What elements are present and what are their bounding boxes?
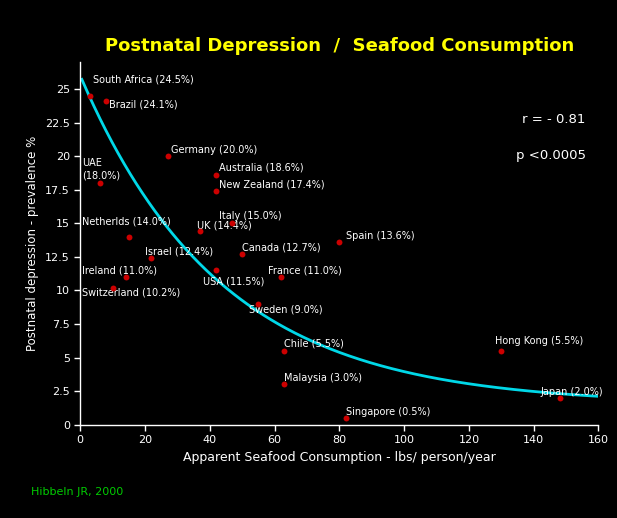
Text: (18.0%): (18.0%) <box>82 170 120 180</box>
Text: r = - 0.81: r = - 0.81 <box>522 113 586 126</box>
Text: Israel (12.4%): Israel (12.4%) <box>145 247 213 257</box>
Text: UAE: UAE <box>82 159 102 168</box>
Text: Germany (20.0%): Germany (20.0%) <box>171 145 257 155</box>
Title: Postnatal Depression  /  Seafood Consumption: Postnatal Depression / Seafood Consumpti… <box>105 37 574 55</box>
Text: South Africa (24.5%): South Africa (24.5%) <box>93 75 194 85</box>
Text: Australia (18.6%): Australia (18.6%) <box>220 162 304 172</box>
Text: p <0.0005: p <0.0005 <box>516 149 586 162</box>
Text: Japan (2.0%): Japan (2.0%) <box>540 386 603 397</box>
Point <box>496 347 506 355</box>
Point <box>341 414 351 422</box>
Point <box>237 250 247 258</box>
Point <box>121 273 131 281</box>
Point <box>147 254 157 263</box>
Text: Netherlds (14.0%): Netherlds (14.0%) <box>82 216 170 226</box>
Point <box>195 227 205 236</box>
Text: UK (14.4%): UK (14.4%) <box>197 220 252 230</box>
Y-axis label: Postnatal depression - prevalence %: Postnatal depression - prevalence % <box>27 136 39 351</box>
Point <box>124 233 134 241</box>
Text: Spain (13.6%): Spain (13.6%) <box>346 231 415 241</box>
Point <box>107 284 117 292</box>
Text: Italy (15.0%): Italy (15.0%) <box>220 211 282 221</box>
Text: Ireland (11.0%): Ireland (11.0%) <box>82 266 157 276</box>
Point <box>101 97 111 105</box>
Text: Switzerland (10.2%): Switzerland (10.2%) <box>82 287 180 297</box>
Point <box>211 266 222 275</box>
Point <box>228 219 238 227</box>
Point <box>280 347 289 355</box>
Text: Canada (12.7%): Canada (12.7%) <box>242 243 321 253</box>
Text: France (11.0%): France (11.0%) <box>268 266 342 276</box>
Text: Malaysia (3.0%): Malaysia (3.0%) <box>284 373 362 383</box>
Point <box>555 394 565 402</box>
Point <box>334 238 344 246</box>
Point <box>254 300 263 308</box>
Text: Singapore (0.5%): Singapore (0.5%) <box>346 407 430 416</box>
X-axis label: Apparent Seafood Consumption - lbs/ person/year: Apparent Seafood Consumption - lbs/ pers… <box>183 451 495 464</box>
Text: New Zealand (17.4%): New Zealand (17.4%) <box>220 180 325 190</box>
Text: Hibbeln JR, 2000: Hibbeln JR, 2000 <box>31 487 123 497</box>
Text: Brazil (24.1%): Brazil (24.1%) <box>109 99 178 109</box>
Point <box>163 152 173 160</box>
Point <box>95 179 105 187</box>
Text: USA (11.5%): USA (11.5%) <box>204 277 265 286</box>
Text: Hong Kong (5.5%): Hong Kong (5.5%) <box>495 336 583 346</box>
Point <box>280 380 289 388</box>
Point <box>211 171 222 179</box>
Text: Chile (5.5%): Chile (5.5%) <box>284 338 344 348</box>
Point <box>211 187 222 195</box>
Point <box>276 273 286 281</box>
Text: Sweden (9.0%): Sweden (9.0%) <box>249 305 322 314</box>
Point <box>85 92 95 100</box>
